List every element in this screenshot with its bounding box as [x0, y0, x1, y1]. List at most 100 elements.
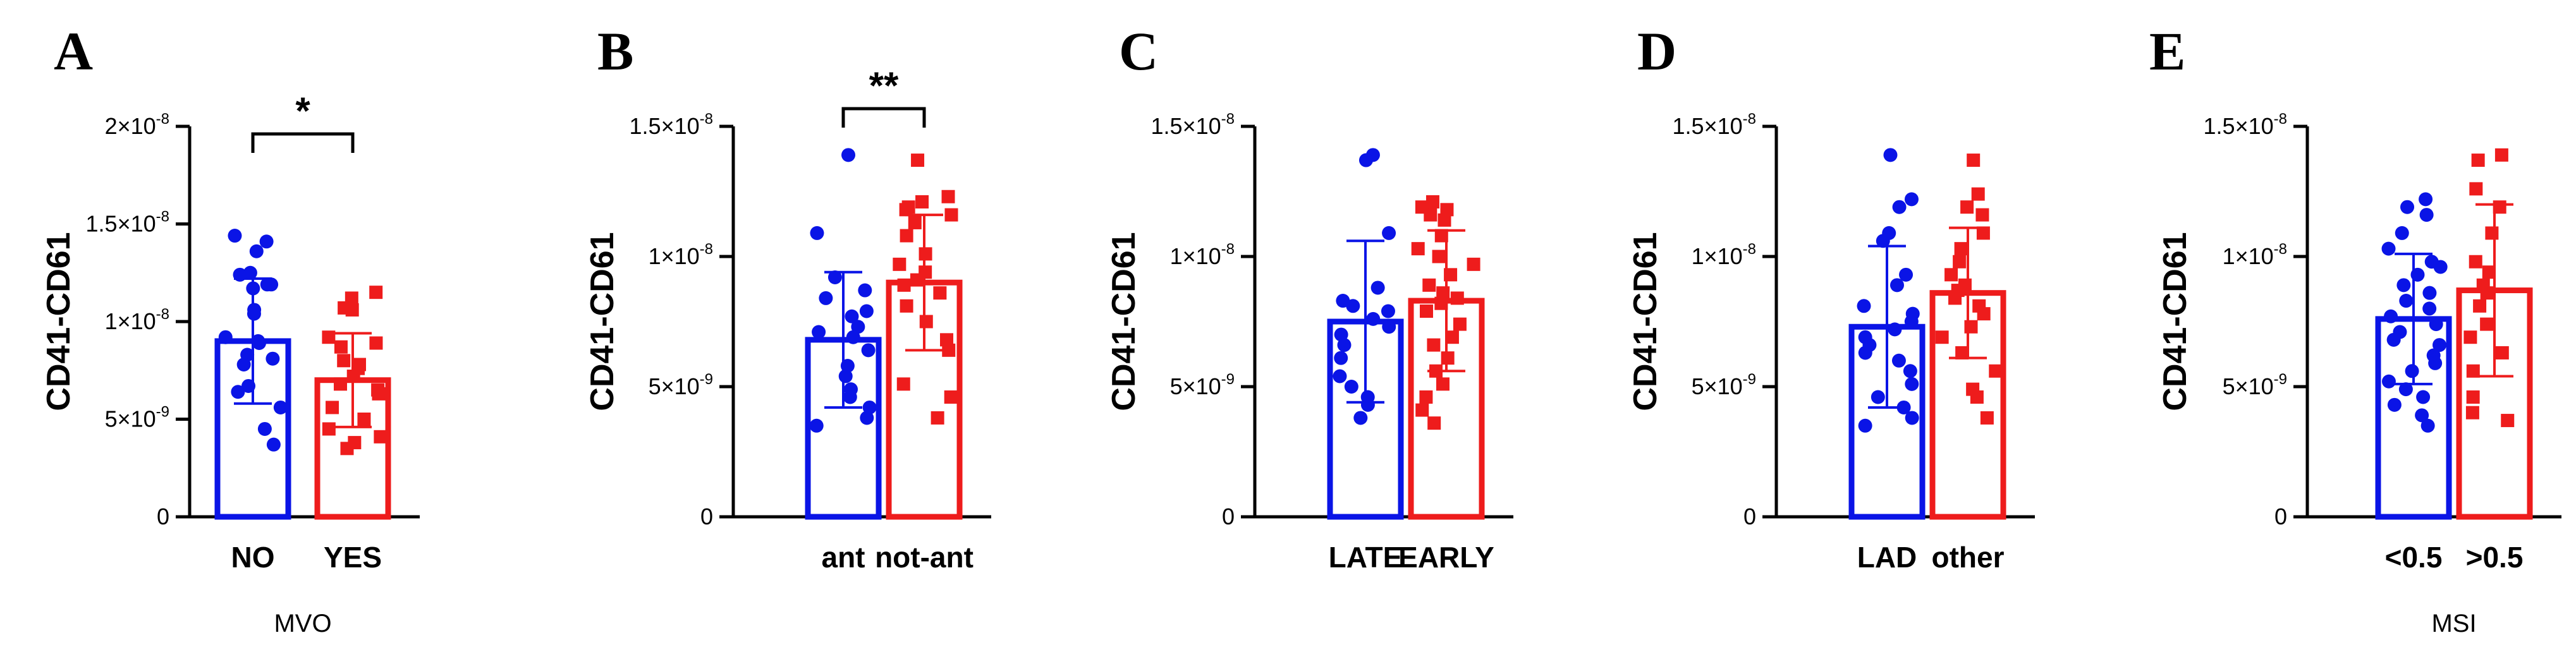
y-axis-label: CD41-CD61	[1106, 232, 1142, 411]
data-point	[1896, 400, 1911, 414]
data-point	[2469, 255, 2482, 269]
data-point	[2493, 200, 2506, 214]
data-point	[231, 385, 245, 399]
data-point	[1888, 322, 1902, 337]
data-point	[322, 422, 336, 436]
y-tick-label: 0	[2274, 504, 2287, 529]
data-point	[340, 442, 354, 456]
data-point	[858, 283, 872, 298]
data-point	[228, 229, 242, 243]
data-point	[942, 343, 956, 357]
data-point	[2395, 226, 2409, 240]
data-point	[218, 330, 233, 344]
data-point	[2416, 390, 2431, 404]
data-point	[1858, 418, 1872, 433]
data-point	[2482, 265, 2496, 279]
data-point	[1975, 208, 1989, 222]
significance-label: *	[295, 90, 310, 132]
data-point	[2495, 346, 2509, 359]
data-point	[1360, 397, 1375, 412]
data-point	[2387, 397, 2402, 412]
data-point	[1857, 299, 1871, 313]
data-point	[369, 336, 383, 350]
category-label: YES	[324, 541, 382, 574]
data-point	[1892, 200, 1907, 214]
significance-label: **	[869, 64, 899, 107]
data-point	[334, 340, 348, 354]
data-point	[346, 370, 360, 383]
data-point	[859, 304, 874, 318]
data-point	[944, 390, 958, 404]
data-point	[2480, 286, 2494, 300]
data-point	[910, 273, 924, 287]
panel-letter: D	[1637, 21, 1676, 82]
data-point	[2400, 200, 2415, 214]
significance-bracket	[251, 132, 355, 153]
data-point	[1429, 364, 1443, 378]
data-point	[1904, 192, 1919, 207]
data-point	[369, 286, 383, 299]
data-point	[2415, 408, 2429, 423]
y-tick-label: 1×10-8	[1170, 241, 1235, 269]
data-point	[809, 418, 824, 433]
y-tick-label: 5×10-9	[105, 404, 169, 432]
data-point	[233, 267, 247, 282]
data-point	[2501, 414, 2515, 428]
panel-E: E CD41-CD61 0 5×10-9 1×10-8 1.5×10-8 <0.5 >0.5 M…	[2149, 21, 2561, 637]
data-point	[1955, 346, 1969, 359]
data-point	[1434, 296, 1448, 310]
data-point	[374, 430, 388, 444]
y-tick-label: 0	[157, 504, 169, 529]
data-point	[1904, 315, 1919, 329]
data-point	[2469, 182, 2483, 196]
y-tick-label: 1×10-8	[2223, 241, 2287, 269]
data-point	[2381, 241, 2396, 256]
data-point	[1334, 351, 1348, 365]
data-point	[1453, 317, 1467, 331]
data-point	[2420, 418, 2435, 433]
category-label: <0.5	[2385, 541, 2443, 574]
data-point	[827, 270, 842, 284]
data-point	[1436, 377, 1450, 391]
data-point	[893, 257, 906, 271]
data-point	[2466, 390, 2480, 404]
category-label: other	[1932, 541, 2005, 574]
y-tick-label: 0	[700, 504, 713, 529]
category-label: EARLY	[1398, 541, 1494, 574]
panel-letter: C	[1119, 21, 1158, 82]
data-point	[1954, 242, 1968, 256]
y-tick-label: 5×10-9	[1692, 371, 1756, 399]
data-point	[1419, 305, 1433, 318]
data-point	[236, 357, 251, 371]
data-point	[1960, 200, 1974, 214]
data-point	[1467, 257, 1480, 271]
data-point	[1353, 411, 1368, 425]
data-point	[2399, 294, 2414, 308]
panel-A: A CD41-CD61 0 5×10-9 1×10-8 1.5×10-8 2×10-8 NO Y…	[40, 21, 420, 637]
data-point	[851, 320, 865, 334]
data-point	[2471, 154, 2485, 167]
data-point	[2384, 309, 2398, 323]
data-point	[900, 299, 913, 313]
data-point	[1425, 195, 1439, 208]
data-point	[1427, 338, 1441, 352]
data-point	[252, 335, 267, 350]
category-label: LATE	[1329, 541, 1403, 574]
data-point	[2386, 332, 2401, 347]
data-point	[2429, 317, 2443, 332]
data-point	[2463, 330, 2477, 344]
data-point	[345, 303, 359, 317]
data-point	[266, 351, 280, 366]
data-point	[243, 265, 257, 280]
data-point	[1344, 380, 1358, 394]
data-point	[819, 291, 833, 305]
data-point	[1427, 416, 1441, 430]
data-point	[840, 359, 855, 373]
y-tick-label: 1×10-8	[649, 241, 713, 269]
data-point	[2419, 192, 2433, 207]
data-point	[1858, 346, 1872, 360]
category-label: >0.5	[2466, 541, 2524, 574]
data-point	[266, 437, 281, 452]
data-point	[1382, 226, 1396, 240]
x-axis-title: MSI	[2431, 610, 2476, 637]
